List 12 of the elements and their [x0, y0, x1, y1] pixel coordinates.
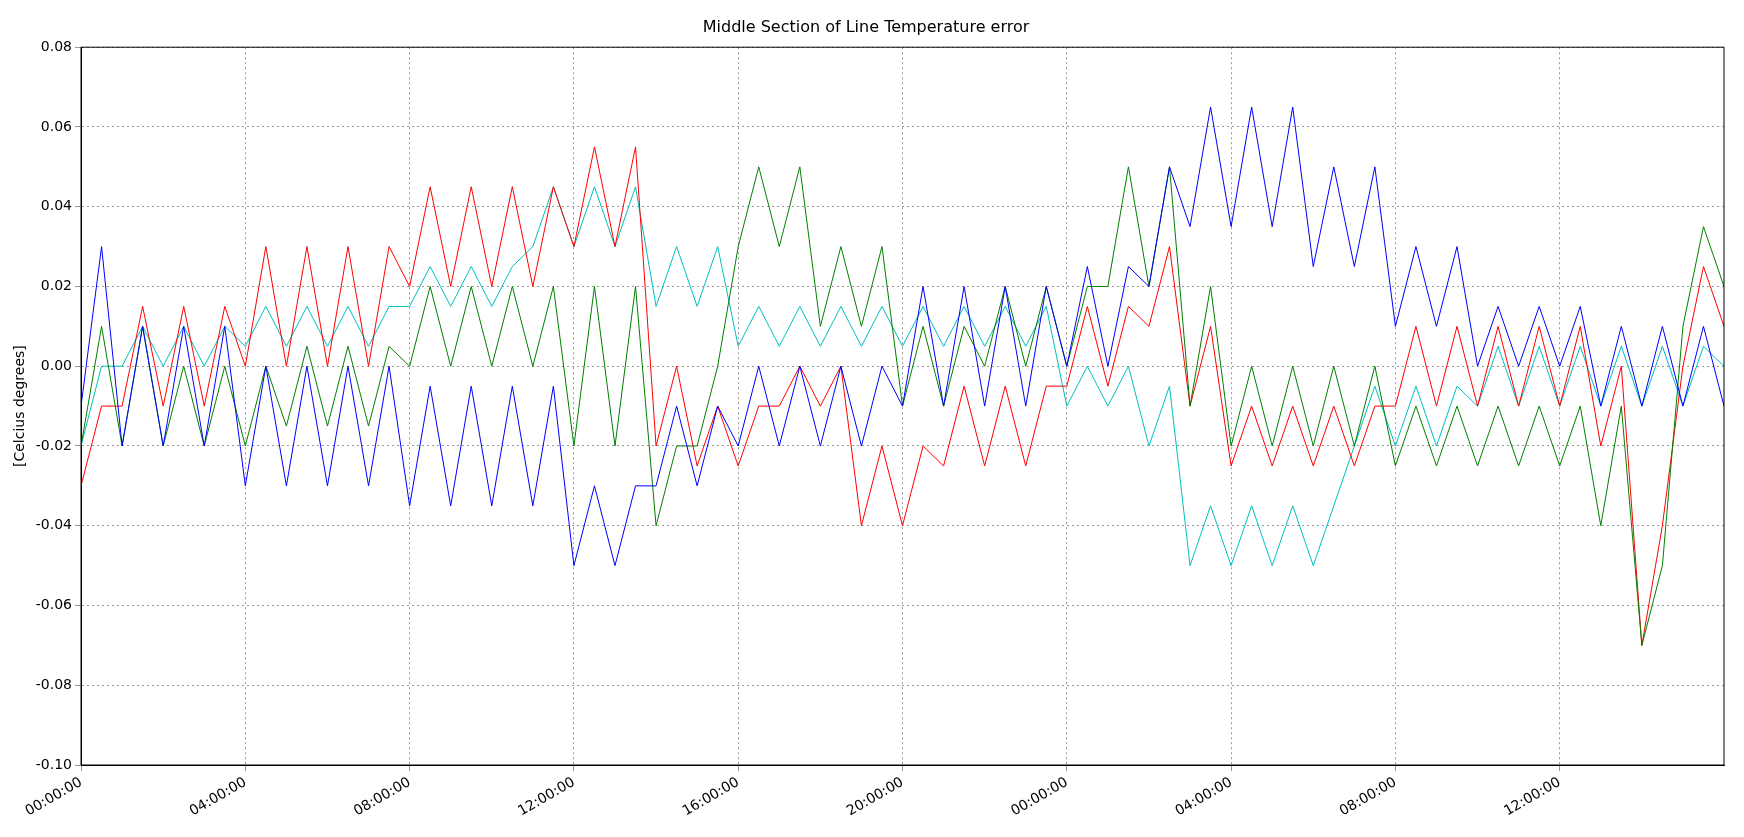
- y-tick-label: 0.00: [40, 356, 73, 373]
- chart-title: Middle Section of Line Temperature error: [702, 16, 1030, 36]
- y-tick-label: 0.06: [40, 117, 73, 134]
- y-tick-label: -0.06: [35, 596, 73, 613]
- y-tick-label: -0.10: [35, 755, 73, 772]
- y-tick-label: 0.08: [40, 37, 73, 54]
- y-tick-label: -0.04: [35, 516, 73, 533]
- y-tick-label: 0.02: [40, 277, 73, 294]
- y-tick-label: -0.02: [35, 436, 73, 453]
- y-tick-label: -0.08: [35, 675, 73, 692]
- y-axis-title: [Celcius degrees]: [11, 345, 28, 467]
- y-tick-label: 0.04: [40, 197, 73, 214]
